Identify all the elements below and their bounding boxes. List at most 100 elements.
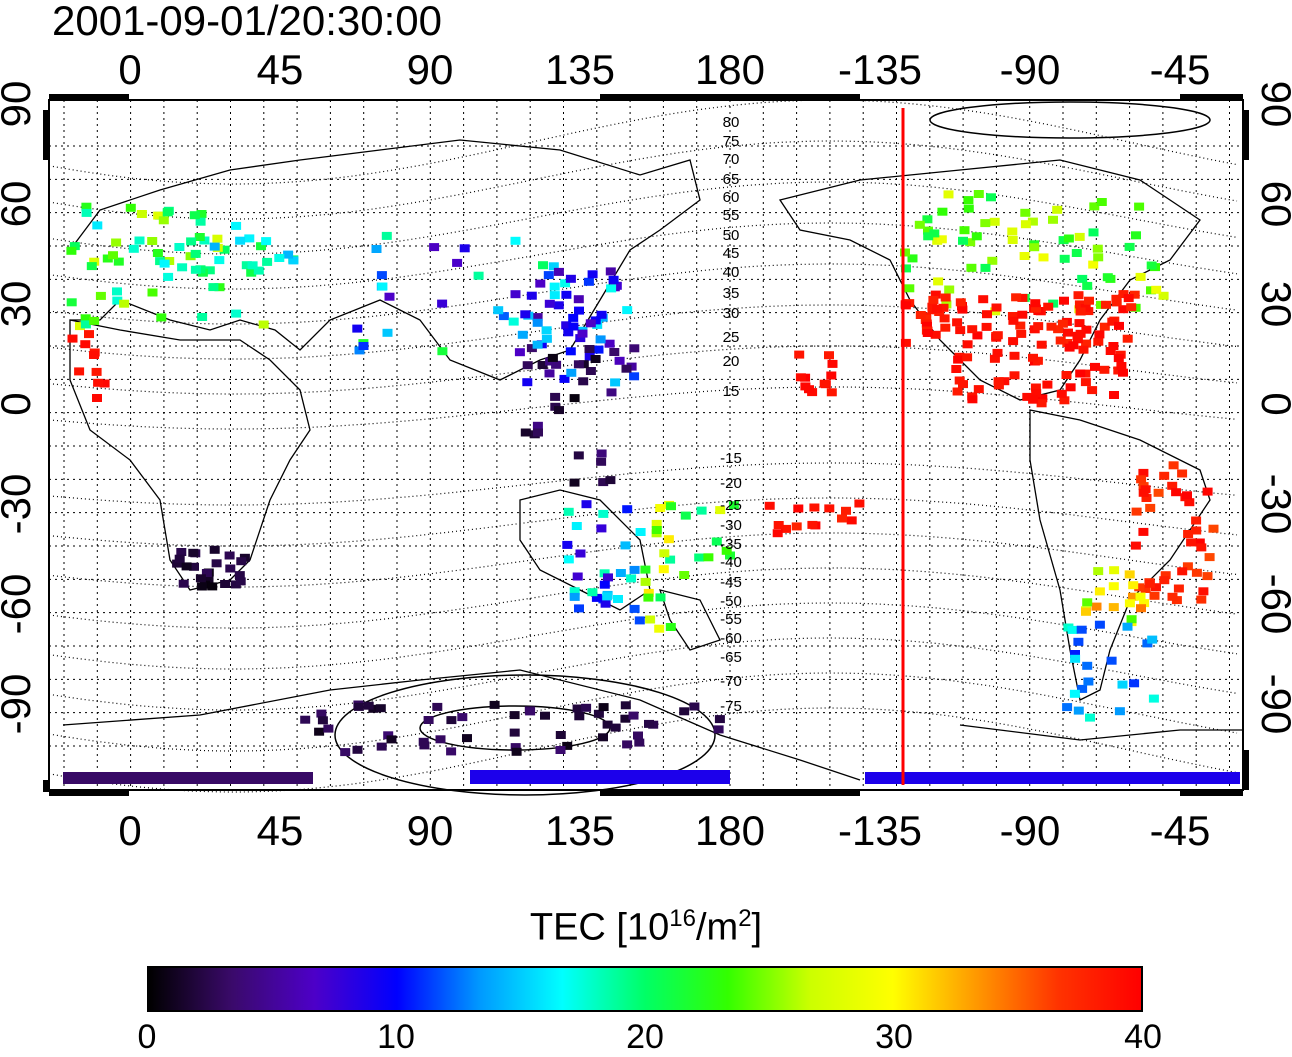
tec-observation	[598, 478, 609, 487]
tec-observation	[936, 235, 947, 244]
tec-observation	[1151, 285, 1162, 294]
tec-observation	[958, 380, 968, 389]
tec-observation	[522, 361, 533, 370]
tec-observation	[548, 262, 559, 271]
tec-observation	[508, 317, 519, 326]
tec-observation	[1056, 389, 1067, 398]
tec-observation	[176, 548, 187, 556]
contour-label: 80	[723, 114, 740, 131]
tec-observation	[568, 322, 579, 331]
tec-observation	[1073, 291, 1084, 300]
tec-observation	[923, 226, 933, 235]
tec-observation	[540, 711, 550, 720]
tec-observation	[993, 381, 1004, 390]
tec-observation	[352, 324, 363, 333]
tec-observation	[231, 221, 242, 230]
tec-observation	[81, 202, 92, 211]
tec-observation	[794, 350, 805, 359]
tec-observation	[510, 743, 521, 752]
contour-label: 35	[723, 285, 740, 302]
tec-observation	[1191, 526, 1202, 535]
tec-observation	[1062, 339, 1073, 347]
tec-observation	[606, 388, 617, 397]
tec-observation	[555, 731, 566, 739]
tec-observation	[511, 747, 522, 756]
tec-observation	[987, 256, 998, 265]
lon-tick-label-top: -90	[1000, 46, 1061, 93]
tec-observation	[904, 284, 915, 293]
tec-observation	[214, 256, 225, 265]
tec-observation	[981, 322, 992, 331]
tec-observation	[714, 715, 725, 724]
tec-observation	[156, 313, 167, 322]
tec-observation	[112, 296, 123, 305]
tec-observation	[569, 587, 580, 596]
tec-observation	[74, 367, 85, 376]
tec-observation	[376, 271, 387, 280]
tec-observation	[807, 520, 818, 529]
tec-observation	[381, 231, 392, 240]
contour-label: -30	[720, 517, 742, 534]
tec-observation	[522, 378, 533, 387]
tec-observation	[573, 295, 584, 304]
tec-observation	[584, 345, 595, 353]
tec-observation	[571, 522, 582, 530]
tec-observation	[1130, 541, 1141, 550]
tec-observation	[1007, 236, 1018, 244]
tec-observation	[793, 504, 804, 513]
tec-observation	[929, 229, 940, 238]
tec-observation	[622, 740, 633, 749]
tec-observation	[1062, 703, 1073, 712]
tec-observation	[846, 516, 857, 525]
tec-observation	[533, 428, 543, 437]
tec-observation	[569, 478, 580, 487]
tec-observation	[606, 284, 617, 293]
tec-observation	[525, 707, 536, 716]
tec-observation	[190, 249, 201, 258]
tec-observation	[1196, 595, 1207, 604]
magnetic-contour	[48, 263, 1238, 325]
tec-observation	[581, 500, 592, 509]
tec-observation	[1046, 322, 1057, 331]
tec-observation	[1015, 321, 1026, 330]
tec-observation	[566, 368, 577, 377]
tec-observation	[565, 274, 576, 283]
tec-observation	[1107, 317, 1118, 326]
tec-observation	[966, 263, 977, 272]
tec-observation	[189, 562, 199, 571]
magnetic-contour	[48, 672, 1238, 752]
tec-observation	[573, 360, 584, 369]
tec-observation	[134, 236, 145, 245]
tec-observation	[197, 313, 208, 321]
tec-observation	[972, 331, 983, 340]
lat-tick-label-right: 30	[1253, 281, 1292, 328]
tec-observation	[569, 394, 580, 403]
tec-observation	[300, 715, 311, 724]
tec-observation	[1171, 488, 1182, 497]
lon-tick-label-bottom: 90	[407, 807, 454, 854]
tec-observation	[900, 248, 910, 257]
timestamp-title: 2001-09-01/20:30:00	[52, 0, 442, 44]
tec-observation	[1094, 587, 1105, 596]
tec-observation	[574, 712, 585, 721]
tec-observation	[214, 283, 225, 292]
tec-observation	[953, 355, 964, 364]
tec-observation	[340, 748, 351, 757]
tec-observation	[386, 735, 397, 744]
tec-observation	[605, 267, 616, 276]
tec-observation	[1093, 337, 1104, 346]
tec-observation	[1073, 637, 1084, 646]
tec-observation	[1105, 347, 1116, 355]
tec-observation	[1007, 227, 1018, 236]
tec-observation	[231, 309, 242, 318]
tec-observation	[1147, 635, 1158, 644]
magnetic-contour	[48, 602, 1238, 670]
tec-observation	[1108, 603, 1119, 612]
tec-observation	[363, 701, 374, 710]
tec-observation	[80, 320, 91, 329]
tec-observation	[89, 257, 100, 266]
tec-observation	[520, 310, 531, 319]
tec-observation	[1078, 345, 1089, 354]
tec-observation	[194, 233, 205, 241]
lon-tick-label-top: 90	[407, 46, 454, 93]
